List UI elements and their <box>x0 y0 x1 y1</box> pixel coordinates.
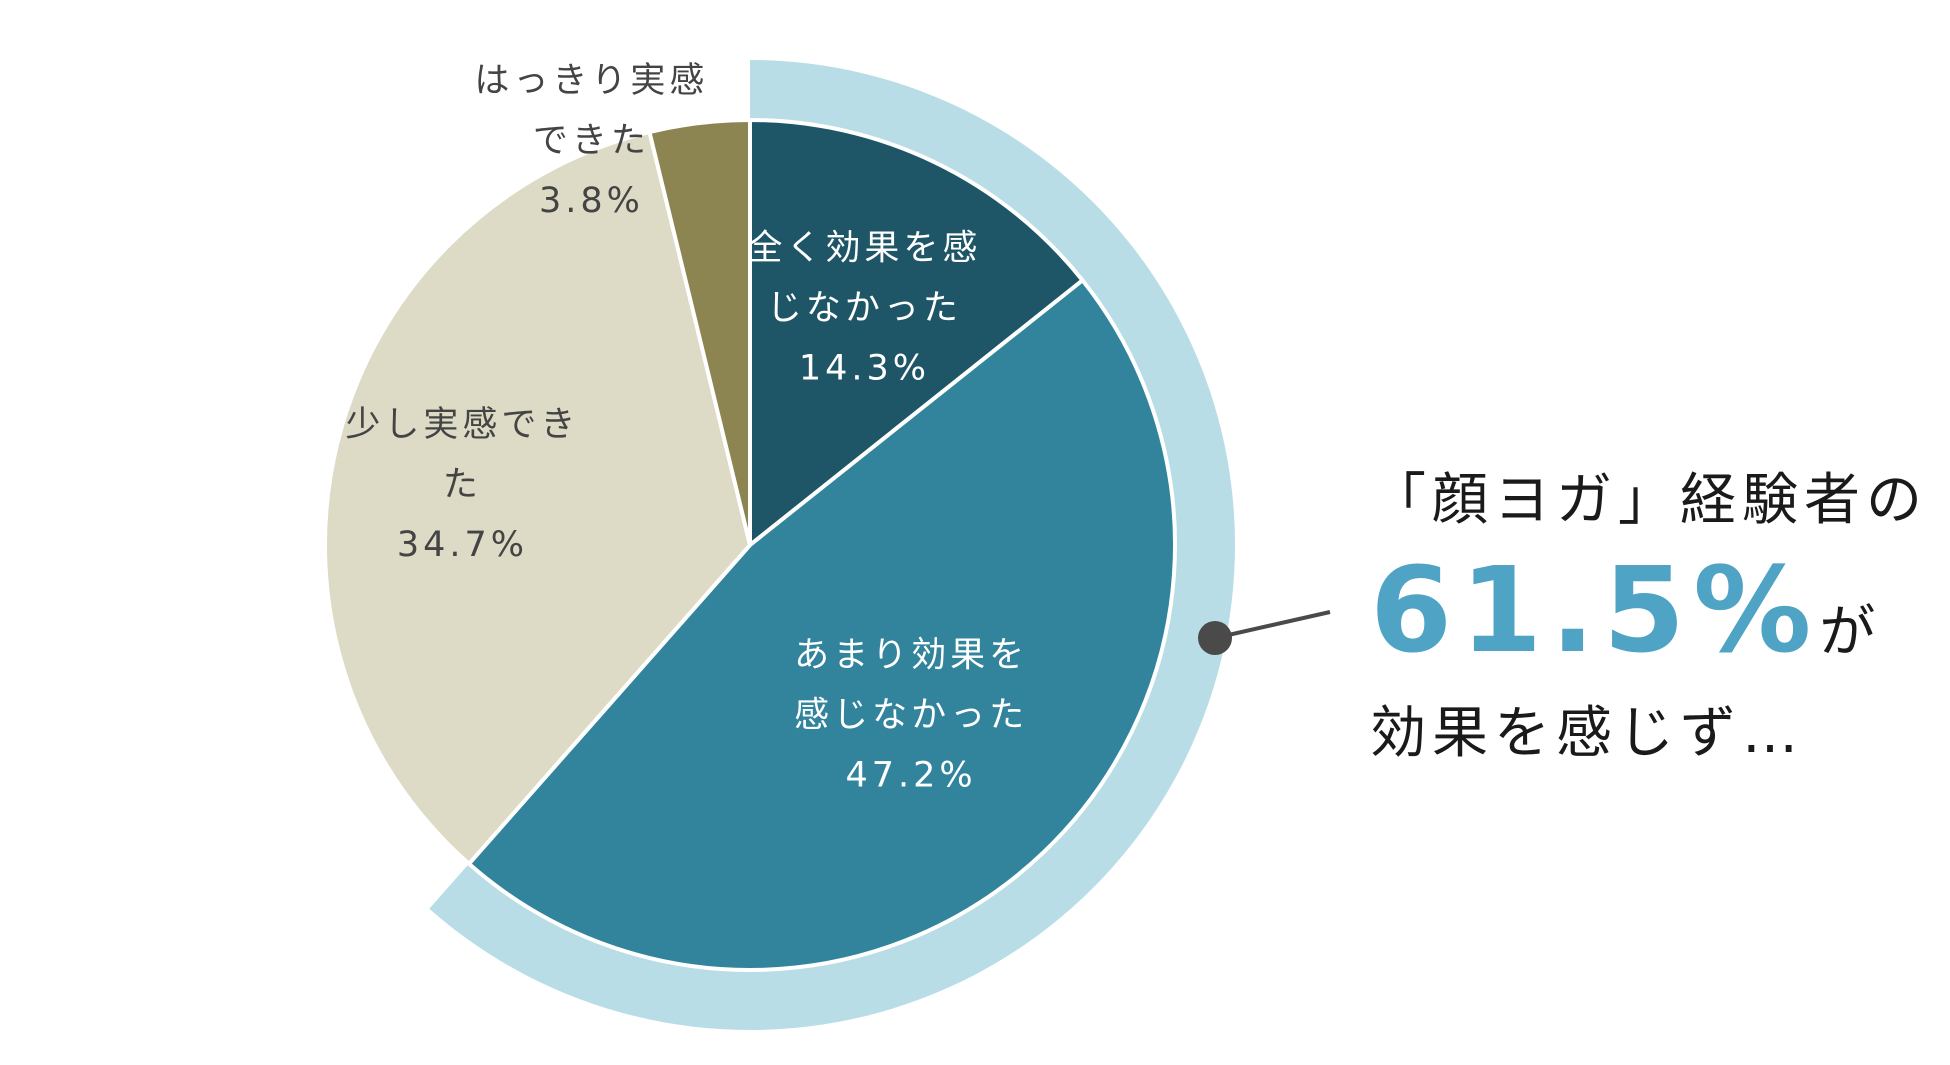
slice-value-label: 14.3% <box>799 349 930 389</box>
callout-pointer <box>1198 610 1331 655</box>
pie-slice <box>323 129 753 867</box>
slice-category-label: 感じなかった <box>794 695 1028 735</box>
callout-particle: が <box>1819 600 1880 665</box>
slice-category-label: あまり効果を <box>794 635 1028 675</box>
pie-slice <box>748 117 1086 550</box>
slice-value-label: 3.8% <box>539 181 644 221</box>
callout-conclusion: 効果を感じず… <box>1370 701 1804 766</box>
slice-category-label: 全く効果を感 <box>747 229 981 269</box>
pie-slice <box>466 277 1177 973</box>
slice-category-label: た <box>443 465 482 505</box>
slice-category-label: じなかった <box>767 289 962 329</box>
callout-heading: 「顔ヨガ」経験者の <box>1370 468 1928 533</box>
slice-category-label: できた <box>533 121 650 161</box>
callout-percent-row: 61.5%が <box>1370 540 1879 680</box>
pie-slice <box>647 117 752 546</box>
slice-category-label: 少し実感でき <box>345 405 579 445</box>
slice-value-label: 47.2% <box>845 755 976 795</box>
slice-category-label: はっきり実感 <box>474 61 708 101</box>
slice-value-label: 34.7% <box>397 525 528 565</box>
callout-pointer-dot <box>1198 621 1232 655</box>
callout-pointer-line <box>1214 610 1331 640</box>
pie-slices <box>323 117 1177 973</box>
callout-percent: 61.5% <box>1370 541 1820 679</box>
